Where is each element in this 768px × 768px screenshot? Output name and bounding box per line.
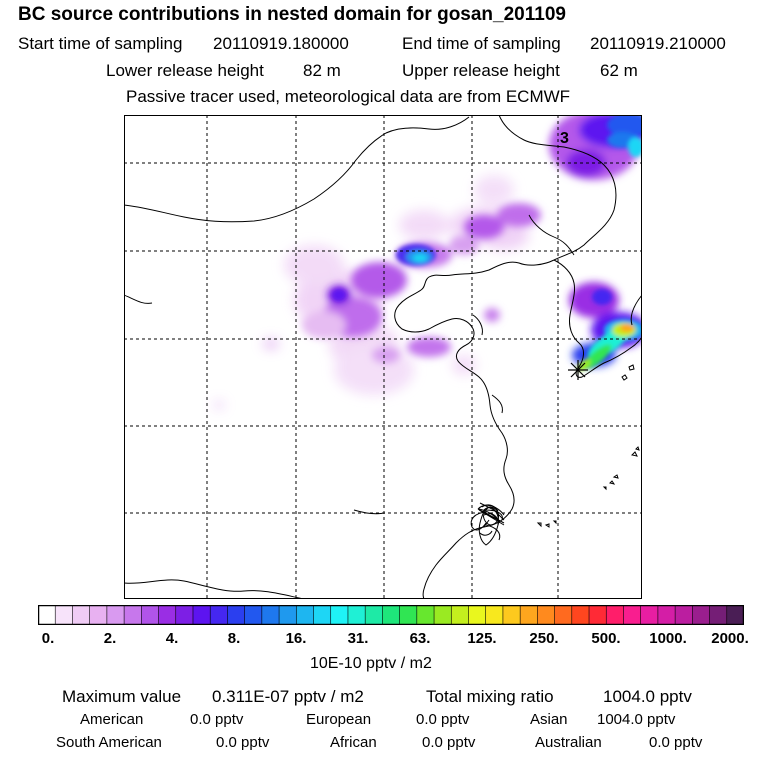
- colorbar-tick-label: 250.: [529, 630, 559, 647]
- colorbar-cell: [141, 605, 160, 625]
- start-time-label: Start time of sampling: [18, 34, 183, 53]
- european-label: European: [306, 711, 372, 728]
- colorbar-cell: [726, 605, 744, 625]
- african-label: African: [330, 734, 377, 751]
- borders: [124, 214, 575, 304]
- colorbar-cell: [605, 605, 625, 625]
- colorbar-cell: [657, 605, 676, 625]
- colorbar-cell: [244, 605, 263, 625]
- start-time-value: 20110919.180000: [213, 34, 349, 53]
- grid-lines: [124, 115, 642, 599]
- colorbar-tick-label: 8.: [227, 630, 241, 647]
- south-american-value: 0.0 pptv: [216, 734, 270, 751]
- colorbar-tick-label: 0.: [41, 630, 55, 647]
- american-label: American: [80, 711, 144, 728]
- colorbar-cell: [364, 605, 384, 625]
- receptor-star-icon: [568, 360, 588, 380]
- south-american-label: South American: [56, 734, 162, 751]
- colorbar-cell: [571, 605, 590, 625]
- map-label-3: 3: [560, 130, 569, 147]
- colorbar-cell: [450, 605, 470, 625]
- colorbar-cell: [416, 605, 435, 625]
- colorbar-cell: [278, 605, 298, 625]
- asian-value: 1004.0 pptv: [597, 711, 676, 728]
- map-panel: 3: [124, 115, 642, 599]
- colorbar-cell: [54, 605, 74, 625]
- colorbar-cell: [382, 605, 401, 625]
- colorbar-cell: [227, 605, 246, 625]
- colorbar-cell: [313, 605, 332, 625]
- colorbar-tick-label: 4.: [165, 630, 179, 647]
- colorbar-cell: [692, 605, 711, 625]
- colorbar-cell: [468, 605, 487, 625]
- colorbar-cell: [123, 605, 143, 625]
- colorbar-cell: [623, 605, 642, 625]
- colorbar-cell: [433, 605, 453, 625]
- colorbar: [38, 605, 744, 625]
- concentration-field: [124, 115, 642, 599]
- colorbar-cell: [192, 605, 211, 625]
- colorbar-cell: [588, 605, 608, 625]
- colorbar-tick-label: 16.: [285, 630, 307, 647]
- total-mixing-value: 1004.0 pptv: [603, 687, 692, 706]
- colorbar-cell: [519, 605, 539, 625]
- colorbar-tick-label: 2.: [103, 630, 117, 647]
- colorbar-cell: [38, 605, 57, 625]
- european-value: 0.0 pptv: [416, 711, 470, 728]
- page-title: BC source contributions in nested domain…: [18, 4, 566, 25]
- colorbar-cell: [554, 605, 573, 625]
- colorbar-tick-label: 2000.: [711, 630, 749, 647]
- asian-label: Asian: [530, 711, 568, 728]
- end-time-label: End time of sampling: [402, 34, 561, 53]
- colorbar-cell: [347, 605, 366, 625]
- colorbar-cell: [175, 605, 194, 625]
- colorbar-cell: [399, 605, 418, 625]
- colorbar-cell: [674, 605, 694, 625]
- max-value: 0.311E-07 pptv / m2: [212, 687, 364, 706]
- lower-release-value: 82 m: [303, 61, 341, 80]
- australian-value: 0.0 pptv: [649, 734, 703, 751]
- colorbar-cell: [106, 605, 125, 625]
- lower-release-label: Lower release height: [106, 61, 264, 80]
- colorbar-cell: [261, 605, 280, 625]
- max-value-label: Maximum value: [62, 687, 182, 706]
- african-value: 0.0 pptv: [422, 734, 476, 751]
- colorbar-tick-label: 1000.: [649, 630, 687, 647]
- colorbar-tick-label: 500.: [591, 630, 621, 647]
- map-frame: [124, 115, 642, 599]
- american-value: 0.0 pptv: [190, 711, 244, 728]
- colorbar-cell: [209, 605, 229, 625]
- upper-release-value: 62 m: [600, 61, 638, 80]
- taiwan-outline: [478, 506, 499, 546]
- colorbar-cell: [485, 605, 504, 625]
- islands: [536, 364, 640, 528]
- colorbar-cell: [537, 605, 556, 625]
- colorbar-tick-label: 31.: [347, 630, 369, 647]
- colorbar-cell: [709, 605, 728, 625]
- colorbar-unit: 10E-10 pptv / m2: [310, 655, 432, 672]
- upper-release-label: Upper release height: [402, 61, 560, 80]
- colorbar-cell: [158, 605, 177, 625]
- colorbar-cell: [502, 605, 521, 625]
- colorbar-cell: [72, 605, 91, 625]
- total-mixing-label: Total mixing ratio: [426, 687, 554, 706]
- australian-label: Australian: [535, 734, 602, 751]
- colorbar-tick-label: 125.: [467, 630, 497, 647]
- colorbar-tick-label: 63.: [409, 630, 431, 647]
- colorbar-cell: [295, 605, 315, 625]
- colorbar-cell: [89, 605, 108, 625]
- end-time-value: 20110919.210000: [590, 34, 726, 53]
- colorbar-cell: [640, 605, 659, 625]
- colorbar-cell: [330, 605, 349, 625]
- tracer-note: Passive tracer used, meteorological data…: [126, 87, 571, 106]
